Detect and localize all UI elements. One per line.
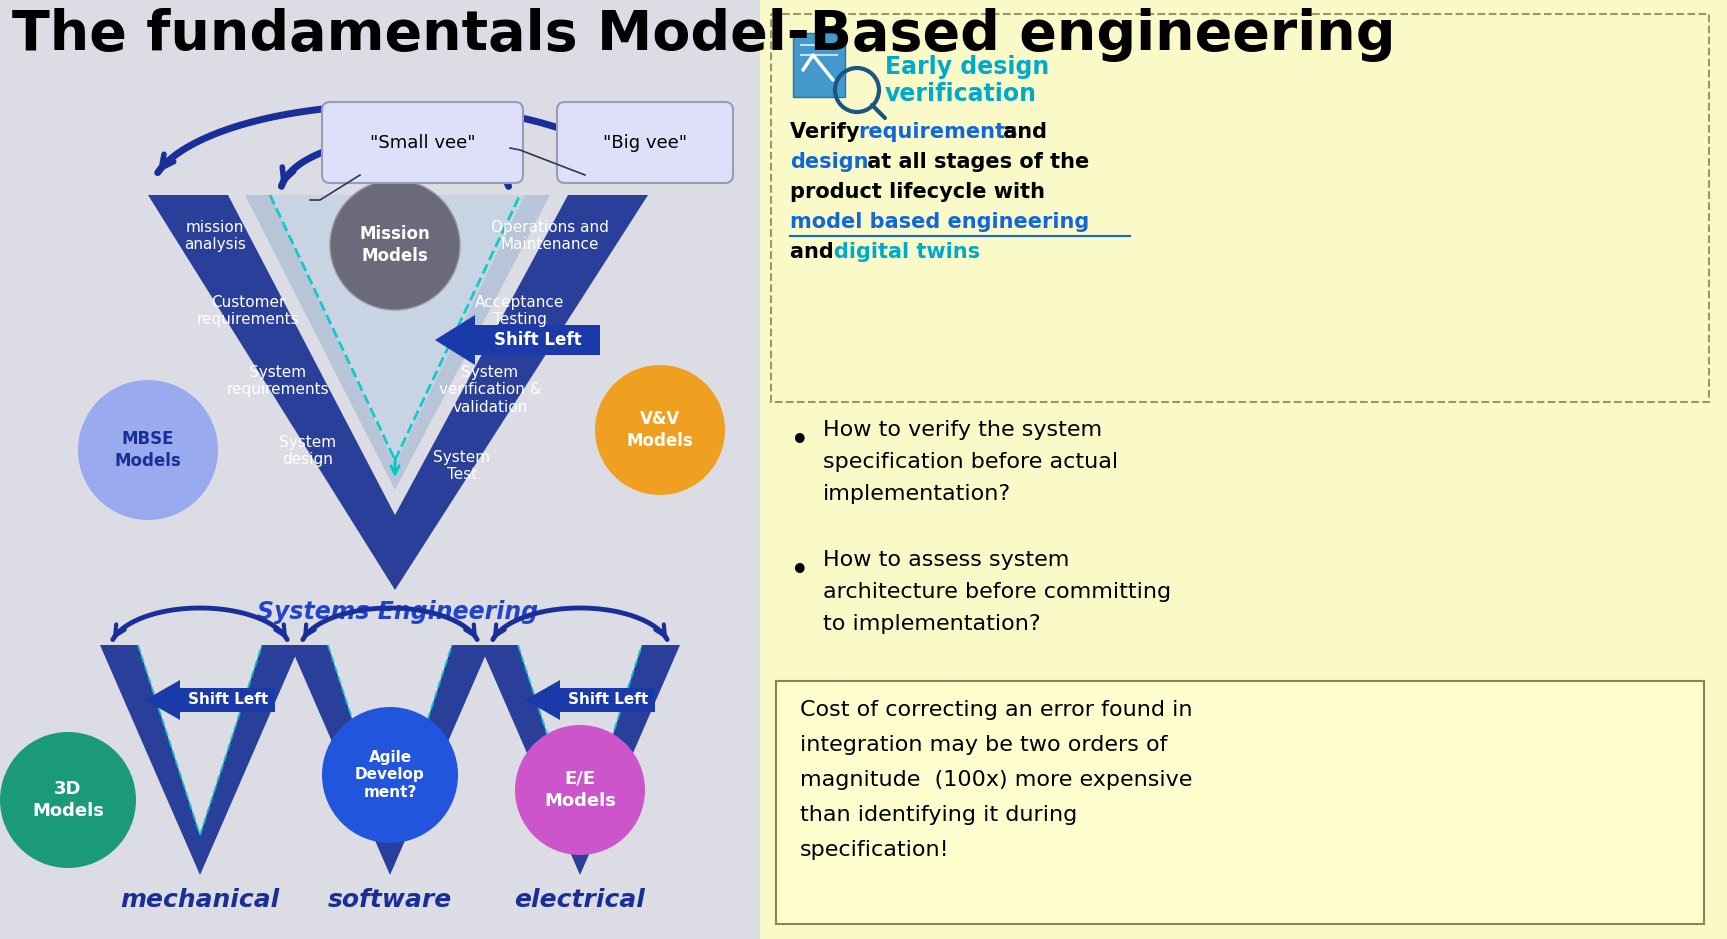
Text: 3D
Models: 3D Models xyxy=(33,780,104,820)
Text: E/E
Models: E/E Models xyxy=(544,770,617,810)
Text: Customer
requirements: Customer requirements xyxy=(197,295,299,328)
Text: •: • xyxy=(789,555,810,588)
Text: specification!: specification! xyxy=(800,840,950,860)
FancyBboxPatch shape xyxy=(321,102,523,183)
Text: The fundamentals Model-Based engineering: The fundamentals Model-Based engineering xyxy=(12,8,1395,62)
Text: •: • xyxy=(789,425,810,458)
Text: integration may be two orders of: integration may be two orders of xyxy=(800,735,1167,755)
Text: "Small vee": "Small vee" xyxy=(370,133,475,151)
Text: MBSE
Models: MBSE Models xyxy=(114,430,181,470)
Text: How to verify the system: How to verify the system xyxy=(824,420,1102,440)
FancyBboxPatch shape xyxy=(775,681,1705,924)
Text: Agile
Develop
ment?: Agile Develop ment? xyxy=(356,750,425,800)
Text: specification before actual: specification before actual xyxy=(824,452,1117,472)
Text: design: design xyxy=(789,152,869,172)
Text: Shift Left: Shift Left xyxy=(494,331,582,349)
Text: "Big vee": "Big vee" xyxy=(603,133,687,151)
Text: to implementation?: to implementation? xyxy=(824,614,1041,634)
Circle shape xyxy=(0,732,136,868)
Text: mechanical: mechanical xyxy=(121,888,280,912)
Text: Verify: Verify xyxy=(789,122,867,142)
Polygon shape xyxy=(525,680,655,720)
Text: Shift Left: Shift Left xyxy=(188,692,268,707)
Text: System
verification &
validation: System verification & validation xyxy=(439,365,541,415)
FancyBboxPatch shape xyxy=(770,14,1710,402)
Circle shape xyxy=(330,180,459,310)
Polygon shape xyxy=(395,195,648,590)
Text: Operations and
Maintenance: Operations and Maintenance xyxy=(490,220,610,253)
FancyBboxPatch shape xyxy=(558,102,732,183)
Text: at all stages of the: at all stages of the xyxy=(860,152,1090,172)
Text: verification: verification xyxy=(884,82,1036,106)
Text: software: software xyxy=(328,888,452,912)
Text: magnitude  (100x) more expensive: magnitude (100x) more expensive xyxy=(800,770,1192,790)
Text: architecture before committing: architecture before committing xyxy=(824,582,1171,602)
Circle shape xyxy=(596,365,725,495)
FancyBboxPatch shape xyxy=(793,33,845,97)
Text: product lifecycle with: product lifecycle with xyxy=(789,182,1045,202)
Text: System
requirements: System requirements xyxy=(226,365,330,397)
Polygon shape xyxy=(245,195,549,490)
Text: How to assess system: How to assess system xyxy=(824,550,1069,570)
Circle shape xyxy=(321,707,458,843)
Bar xyxy=(0,0,760,939)
Polygon shape xyxy=(269,195,525,465)
Text: Cost of correcting an error found in: Cost of correcting an error found in xyxy=(800,700,1193,720)
Polygon shape xyxy=(480,645,680,875)
Text: Acceptance
Testing: Acceptance Testing xyxy=(475,295,565,328)
Text: model based engineering: model based engineering xyxy=(789,212,1090,232)
Text: implementation?: implementation? xyxy=(824,484,1010,504)
Text: Early design: Early design xyxy=(884,55,1050,79)
Circle shape xyxy=(78,380,218,520)
Text: Shift Left: Shift Left xyxy=(568,692,648,707)
Polygon shape xyxy=(290,645,490,875)
Bar xyxy=(760,0,1727,939)
Polygon shape xyxy=(100,645,300,875)
Text: Systems Engineering: Systems Engineering xyxy=(257,600,539,624)
Text: digital twins: digital twins xyxy=(834,242,981,262)
Polygon shape xyxy=(435,315,599,365)
Text: and: and xyxy=(789,242,841,262)
Circle shape xyxy=(515,725,644,855)
Polygon shape xyxy=(149,195,395,590)
Text: mission
analysis: mission analysis xyxy=(185,220,245,253)
Text: and: and xyxy=(996,122,1047,142)
Polygon shape xyxy=(145,680,275,720)
Text: Mission
Models: Mission Models xyxy=(359,225,430,265)
Text: than identifying it during: than identifying it during xyxy=(800,805,1078,825)
Text: requirements: requirements xyxy=(858,122,1017,142)
Text: electrical: electrical xyxy=(515,888,646,912)
Text: System
design: System design xyxy=(280,435,337,468)
Text: V&V
Models: V&V Models xyxy=(627,410,693,450)
Text: System
Test: System Test xyxy=(433,450,490,483)
